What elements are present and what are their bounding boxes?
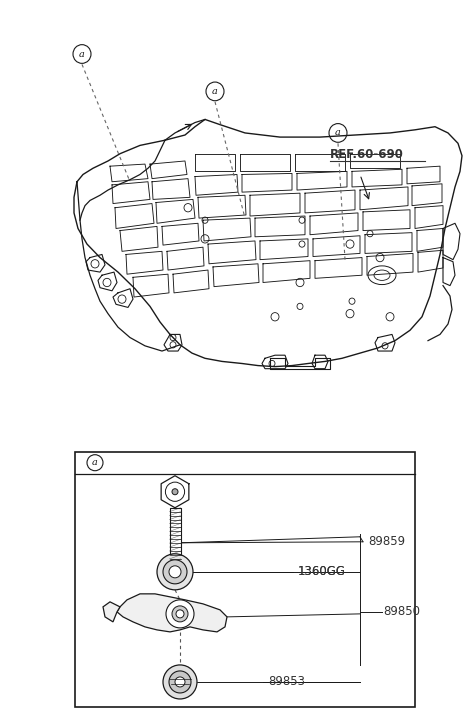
Circle shape [176,610,184,618]
Circle shape [172,489,178,495]
Text: 89853: 89853 [268,675,305,688]
Bar [75,451,415,707]
Text: a: a [212,87,218,96]
Text: a: a [92,458,98,467]
Text: 1360GG: 1360GG [298,566,346,578]
Text: 89859: 89859 [368,535,405,548]
Text: 1360GG: 1360GG [298,566,346,578]
Circle shape [157,554,193,590]
Circle shape [169,566,181,578]
Bar [170,507,180,563]
Text: REF.60-690: REF.60-690 [330,148,404,161]
Polygon shape [103,602,120,622]
Circle shape [169,671,191,693]
Circle shape [163,665,197,699]
Circle shape [166,600,194,628]
Text: 89850: 89850 [383,606,420,619]
Text: a: a [335,129,341,137]
Polygon shape [117,594,227,632]
Circle shape [172,606,188,622]
Text: a: a [79,49,85,58]
Circle shape [175,677,185,687]
Circle shape [163,560,187,584]
